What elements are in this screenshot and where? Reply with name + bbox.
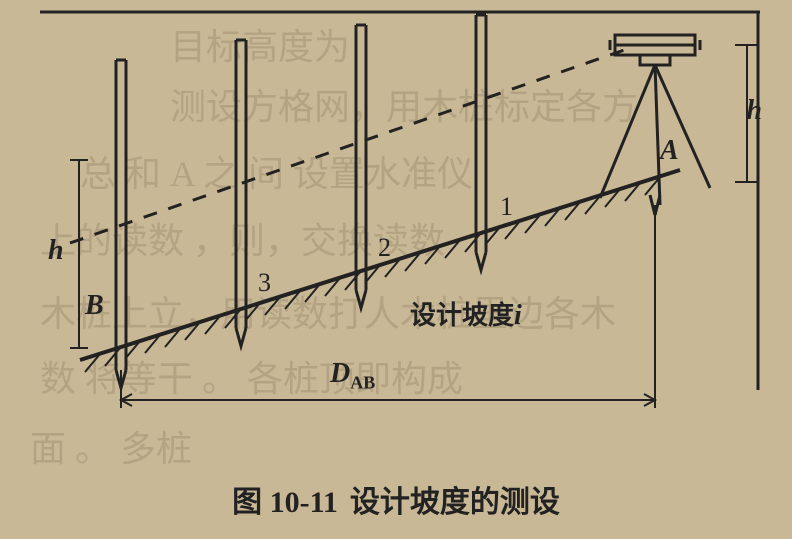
label-h-left: h (48, 235, 64, 267)
label-stake-1: 1 (500, 192, 513, 222)
label-stake-3: 3 (258, 268, 271, 298)
label-stake-2: 2 (378, 233, 391, 263)
label-DAB: DAB (330, 358, 375, 394)
figure-number: 图 10-11 (232, 486, 338, 519)
label-B: B (85, 290, 104, 322)
figure-title: 设计坡度的测设 (350, 486, 560, 519)
label-slope-text: 设计坡度i (410, 295, 522, 332)
label-A: A (660, 135, 679, 167)
diagram (40, 10, 760, 450)
label-h-right: h (746, 95, 762, 127)
figure-caption: 图 10-11 设计坡度的测设 (0, 477, 792, 521)
